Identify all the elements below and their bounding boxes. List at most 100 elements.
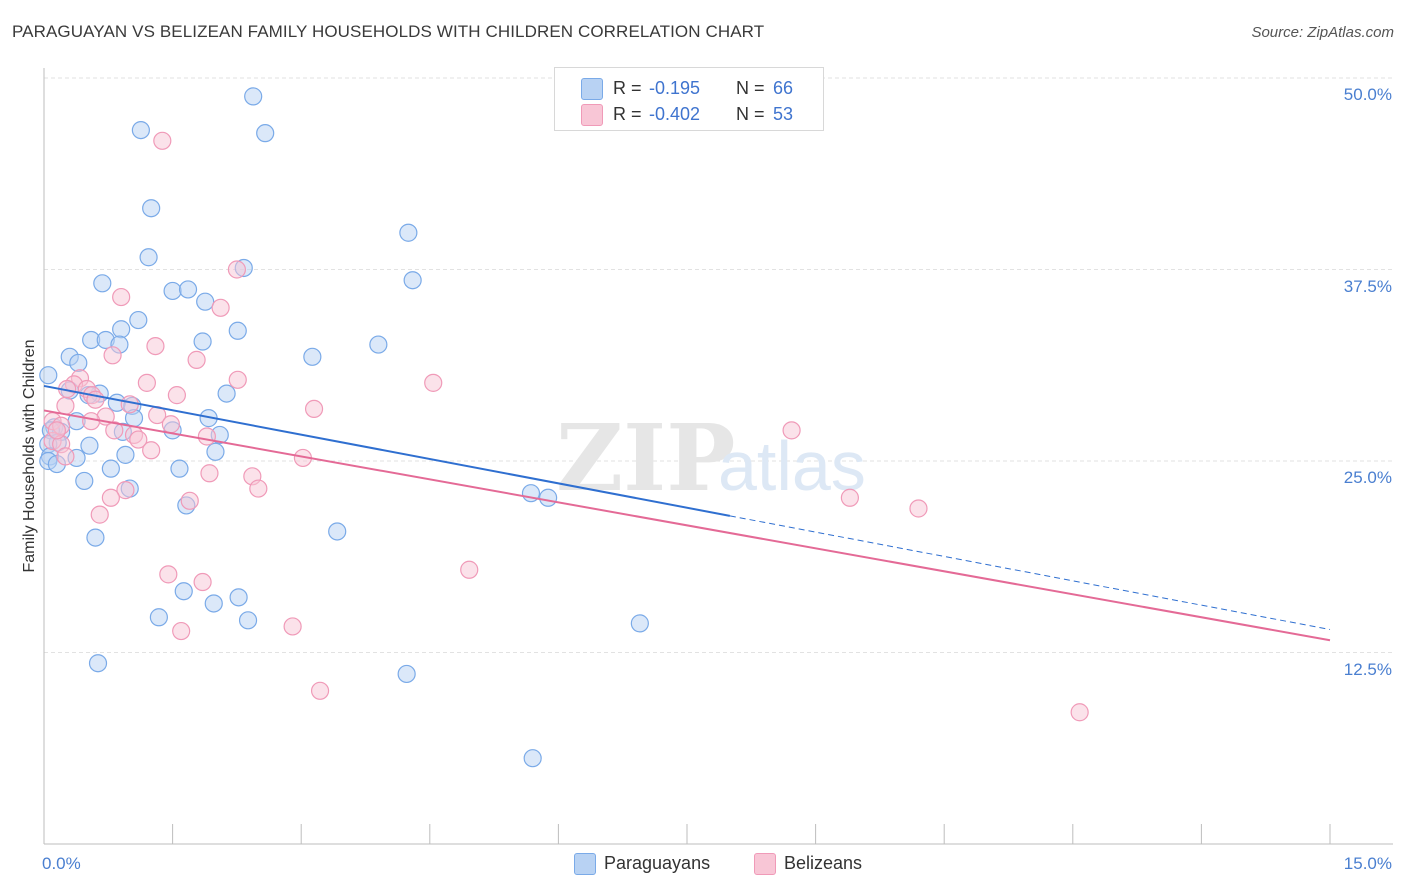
paraguayan-point (101, 459, 120, 478)
belizean-point (840, 488, 859, 507)
paraguayan-point (174, 582, 193, 601)
bottom-legend-label-belizeans: Belizeans (784, 853, 863, 873)
paraguayan-point (303, 347, 322, 366)
belizean-point (310, 681, 330, 700)
belizean-point (56, 396, 75, 415)
paraguayan-point (129, 310, 148, 330)
paraguayan-point (69, 353, 88, 373)
legend-r-value: -0.402 (649, 104, 701, 124)
belizean-trend-line (43, 409, 1331, 642)
belizean-point (180, 491, 199, 510)
belizean-point (909, 499, 928, 518)
paraguayan-point (149, 608, 168, 627)
belizean-point (112, 287, 131, 307)
paraguayan-point (399, 223, 418, 242)
paraguayan-point (112, 320, 131, 339)
paraguayan-point (178, 280, 198, 299)
belizean-point (90, 505, 109, 524)
paraguayan-point (196, 292, 215, 311)
belizean-point (167, 386, 186, 405)
belizean-point (304, 399, 324, 419)
paraguayan-point (217, 384, 236, 403)
belizean-point (137, 373, 156, 392)
belizean-point (193, 572, 212, 592)
bottom-legend-swatch-paraguayans (574, 853, 596, 875)
belizean-point (146, 337, 165, 356)
paraguayan-point (238, 611, 258, 630)
x-tick-label: 0.0% (42, 854, 81, 873)
paraguayan-point (116, 445, 135, 464)
belizean-point (153, 131, 172, 150)
paraguayan-point (403, 271, 422, 290)
legend-n-value: 66 (773, 78, 794, 98)
chart-title: PARAGUAYAN VS BELIZEAN FAMILY HOUSEHOLDS… (12, 22, 765, 41)
belizean-point (56, 447, 75, 466)
belizean-point (82, 412, 101, 431)
belizean-point (227, 260, 246, 279)
legend-n-label: N = (736, 78, 765, 98)
belizean-point (161, 415, 180, 434)
y-tick-label: 12.5% (1343, 659, 1392, 679)
legend-n-label: N = (736, 104, 765, 124)
paraguayan-point (139, 248, 158, 267)
belizean-point (187, 350, 206, 369)
paraguayan-point (93, 274, 112, 293)
paraguayan-point (75, 471, 94, 491)
paraguayan-point (369, 335, 388, 354)
paraguayan-point (204, 594, 223, 613)
y-tick-label: 37.5% (1343, 276, 1392, 296)
x-tick-label: 15.0% (1343, 854, 1392, 873)
bottom-legend-label-paraguayans: Paraguayans (604, 853, 711, 873)
paraguayan-point (142, 199, 161, 218)
paraguayan-point (229, 588, 248, 607)
belizean-point (782, 421, 801, 440)
y-tick-label: 25.0% (1343, 468, 1392, 487)
paraguayan-point (88, 654, 108, 673)
belizean-point (283, 617, 302, 636)
paraguayan-trend-line (43, 384, 731, 517)
y-tick-label: 50.0% (1343, 85, 1392, 104)
paraguayan-point (539, 488, 558, 507)
paraguayan-point (131, 120, 150, 140)
paraguayan-point (397, 664, 416, 684)
paraguayan-point (80, 436, 99, 455)
belizean-point (159, 565, 178, 584)
legend-swatch-paraguayans (581, 78, 603, 100)
paraguayan-point (523, 749, 542, 768)
paraguayan-point (170, 459, 189, 478)
paraguayan-point (630, 614, 649, 633)
paraguayan-point (244, 87, 263, 106)
legend-r-label: R = (613, 78, 642, 98)
legend-r-label: R = (613, 104, 642, 124)
paraguayan-point (193, 332, 212, 351)
belizean-point (172, 621, 191, 641)
paraguayan-point (39, 366, 58, 385)
belizean-point (200, 464, 219, 483)
legend-r-value: -0.195 (649, 78, 701, 98)
belizean-point (103, 346, 122, 365)
paraguayan-point (228, 321, 247, 340)
belizean-point (197, 427, 216, 446)
paraguayan-point (86, 528, 105, 547)
paraguayan-point (328, 522, 347, 541)
belizean-point (460, 560, 479, 579)
belizean-point (116, 481, 135, 500)
paraguayan-point (256, 124, 275, 143)
gridlines (44, 77, 1393, 653)
bottom-legend-swatch-belizeans (754, 853, 776, 875)
belizean-point (142, 441, 161, 460)
watermark-atlas: atlas (718, 427, 866, 505)
stats-legend: R = -0.195 N = 66 R = -0.402 N = 53 (554, 67, 824, 131)
legend-swatch-belizeans (581, 104, 603, 126)
watermark-zip: ZIP (556, 404, 735, 512)
belizean-point (129, 430, 148, 449)
source-label: Source: ZipAtlas.com (1251, 24, 1394, 41)
paraguayan-trend-extension (729, 515, 1331, 631)
belizean-point (101, 488, 120, 507)
belizean-point (47, 421, 66, 440)
trend-lines (43, 384, 1331, 642)
belizean-point (211, 298, 230, 317)
belizean-point (105, 421, 124, 440)
